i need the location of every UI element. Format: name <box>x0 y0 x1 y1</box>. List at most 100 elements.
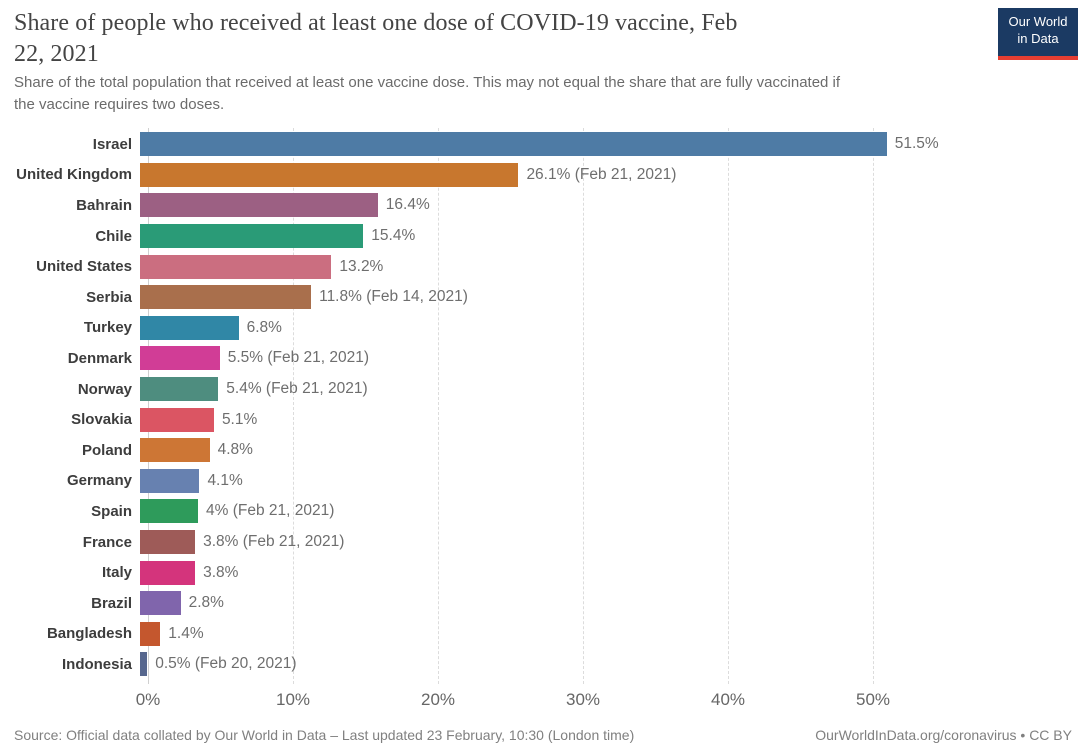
bar-row: Norway 5.4% (Feb 21, 2021) <box>0 374 1086 405</box>
country-label: Brazil <box>91 594 132 612</box>
chart-title-line1: Share of people who received at least on… <box>14 10 738 36</box>
plot-area <box>148 128 1066 684</box>
chart-subtitle-line1: Share of the total population that recei… <box>14 74 841 91</box>
chart-subtitle-line2: the vaccine requires two doses. <box>14 96 225 113</box>
chart-title-line2: 22, 2021 <box>14 41 99 67</box>
bar[interactable] <box>140 162 519 187</box>
bar[interactable] <box>140 591 181 616</box>
bar[interactable] <box>140 560 196 585</box>
value-label: 6.8% <box>246 318 282 336</box>
country-label: Turkey <box>83 319 132 337</box>
y-axis-line <box>148 128 149 684</box>
gridline <box>438 128 439 684</box>
value-label: 51.5% <box>894 135 939 153</box>
value-label: 5.1% <box>221 410 258 428</box>
value-label: 4.1% <box>207 471 243 489</box>
value-label: 1.4% <box>168 624 204 642</box>
footer-source: Source: Official data collated by Our Wo… <box>14 727 635 743</box>
value-label: 15.4% <box>371 227 416 245</box>
bar[interactable] <box>140 499 198 524</box>
bar-row: Turkey 6.8% <box>0 313 1086 344</box>
bar[interactable] <box>140 438 210 463</box>
value-label: 16.4% <box>385 196 430 214</box>
bar[interactable] <box>140 285 312 310</box>
bar-row: Spain 4% (Feb 21, 2021) <box>0 496 1086 527</box>
bar[interactable] <box>140 132 887 157</box>
gridline <box>583 128 584 684</box>
bar-row: Serbia 11.8% (Feb 14, 2021) <box>0 282 1086 313</box>
bar[interactable] <box>140 407 214 432</box>
value-label: 5.5% (Feb 21, 2021) <box>227 349 370 367</box>
bar-row: Indonesia 0.5% (Feb 20, 2021) <box>0 649 1086 680</box>
bar[interactable] <box>140 652 148 677</box>
country-label: Indonesia <box>61 655 132 673</box>
country-label: France <box>82 533 132 551</box>
bar-row: Poland 4.8% <box>0 435 1086 466</box>
bar-row: Israel 51.5% <box>0 129 1086 160</box>
x-axis: 0% 10% 20% 30% 40% 50% <box>0 690 1086 714</box>
bar[interactable] <box>140 193 378 218</box>
country-label: Spain <box>91 502 132 520</box>
bar-rows: Israel 51.5% United Kingdom 26.1% (Feb 21, … <box>0 129 1086 680</box>
country-label: Serbia <box>86 288 132 306</box>
country-label: Slovakia <box>71 411 132 429</box>
footer: Source: Official data collated by Our Wo… <box>14 727 1072 743</box>
value-label: 5.4% (Feb 21, 2021) <box>226 380 368 398</box>
owid-logo-line1: Our World <box>1008 14 1068 29</box>
bar-row: Chile 15.4% <box>0 221 1086 252</box>
country-label: Bahrain <box>76 196 132 214</box>
x-tick-label: 10% <box>275 690 311 709</box>
country-label: Norway <box>77 380 132 398</box>
bar[interactable] <box>140 377 219 402</box>
bar[interactable] <box>140 315 239 340</box>
gridline <box>728 128 729 684</box>
country-label: United States <box>36 258 132 276</box>
country-label: Bangladesh <box>46 625 132 643</box>
bar-row: Denmark 5.5% (Feb 21, 2021) <box>0 343 1086 374</box>
gridline <box>873 128 874 684</box>
country-label: Chile <box>95 227 132 245</box>
value-label: 4.8% <box>217 441 253 459</box>
chart-subtitle: Share of the total population that recei… <box>14 72 994 116</box>
x-tick-label: 20% <box>420 690 456 709</box>
country-label: Denmark <box>67 349 132 367</box>
value-label: 4% (Feb 21, 2021) <box>206 502 335 520</box>
bar[interactable] <box>140 224 364 249</box>
bar-row: United Kingdom 26.1% (Feb 21, 2021) <box>0 160 1086 191</box>
country-label: Poland <box>81 441 132 459</box>
footer-link[interactable]: OurWorldInData.org/coronavirus • CC BY <box>815 727 1072 743</box>
bar-row: Bangladesh 1.4% <box>0 619 1086 650</box>
value-label: 2.8% <box>188 594 224 612</box>
x-tick-label: 30% <box>565 690 601 709</box>
value-label: 3.8% <box>203 563 239 581</box>
owid-logo-line2: in Data <box>1017 31 1059 46</box>
bar-row: France 3.8% (Feb 21, 2021) <box>0 527 1086 558</box>
bar[interactable] <box>140 254 332 279</box>
chart-title: Share of people who received at least on… <box>14 8 974 70</box>
bar[interactable] <box>140 530 196 555</box>
country-label: Germany <box>66 472 132 490</box>
country-label: Israel <box>92 135 132 153</box>
x-tick-label: 40% <box>710 690 746 709</box>
bar-row: Italy 3.8% <box>0 557 1086 588</box>
bar-row: Slovakia 5.1% <box>0 404 1086 435</box>
x-tick-label: 0% <box>135 690 161 709</box>
bar-row: Germany 4.1% <box>0 466 1086 497</box>
bar[interactable] <box>140 346 220 371</box>
bar-row: Bahrain 16.4% <box>0 190 1086 221</box>
x-tick-label: 50% <box>855 690 891 709</box>
country-label: United Kingdom <box>16 166 132 184</box>
owid-logo: Our World in Data <box>998 8 1078 60</box>
value-label: 26.1% (Feb 21, 2021) <box>526 165 677 183</box>
gridline <box>293 128 294 684</box>
country-label: Italy <box>101 564 132 582</box>
value-label: 0.5% (Feb 20, 2021) <box>155 655 297 673</box>
value-label: 3.8% (Feb 21, 2021) <box>203 533 345 551</box>
bar-row: Brazil 2.8% <box>0 588 1086 619</box>
bar[interactable] <box>140 468 200 493</box>
bar[interactable] <box>140 621 161 646</box>
bar-row: United States 13.2% <box>0 251 1086 282</box>
value-label: 13.2% <box>339 257 384 275</box>
value-label: 11.8% (Feb 14, 2021) <box>319 288 468 306</box>
